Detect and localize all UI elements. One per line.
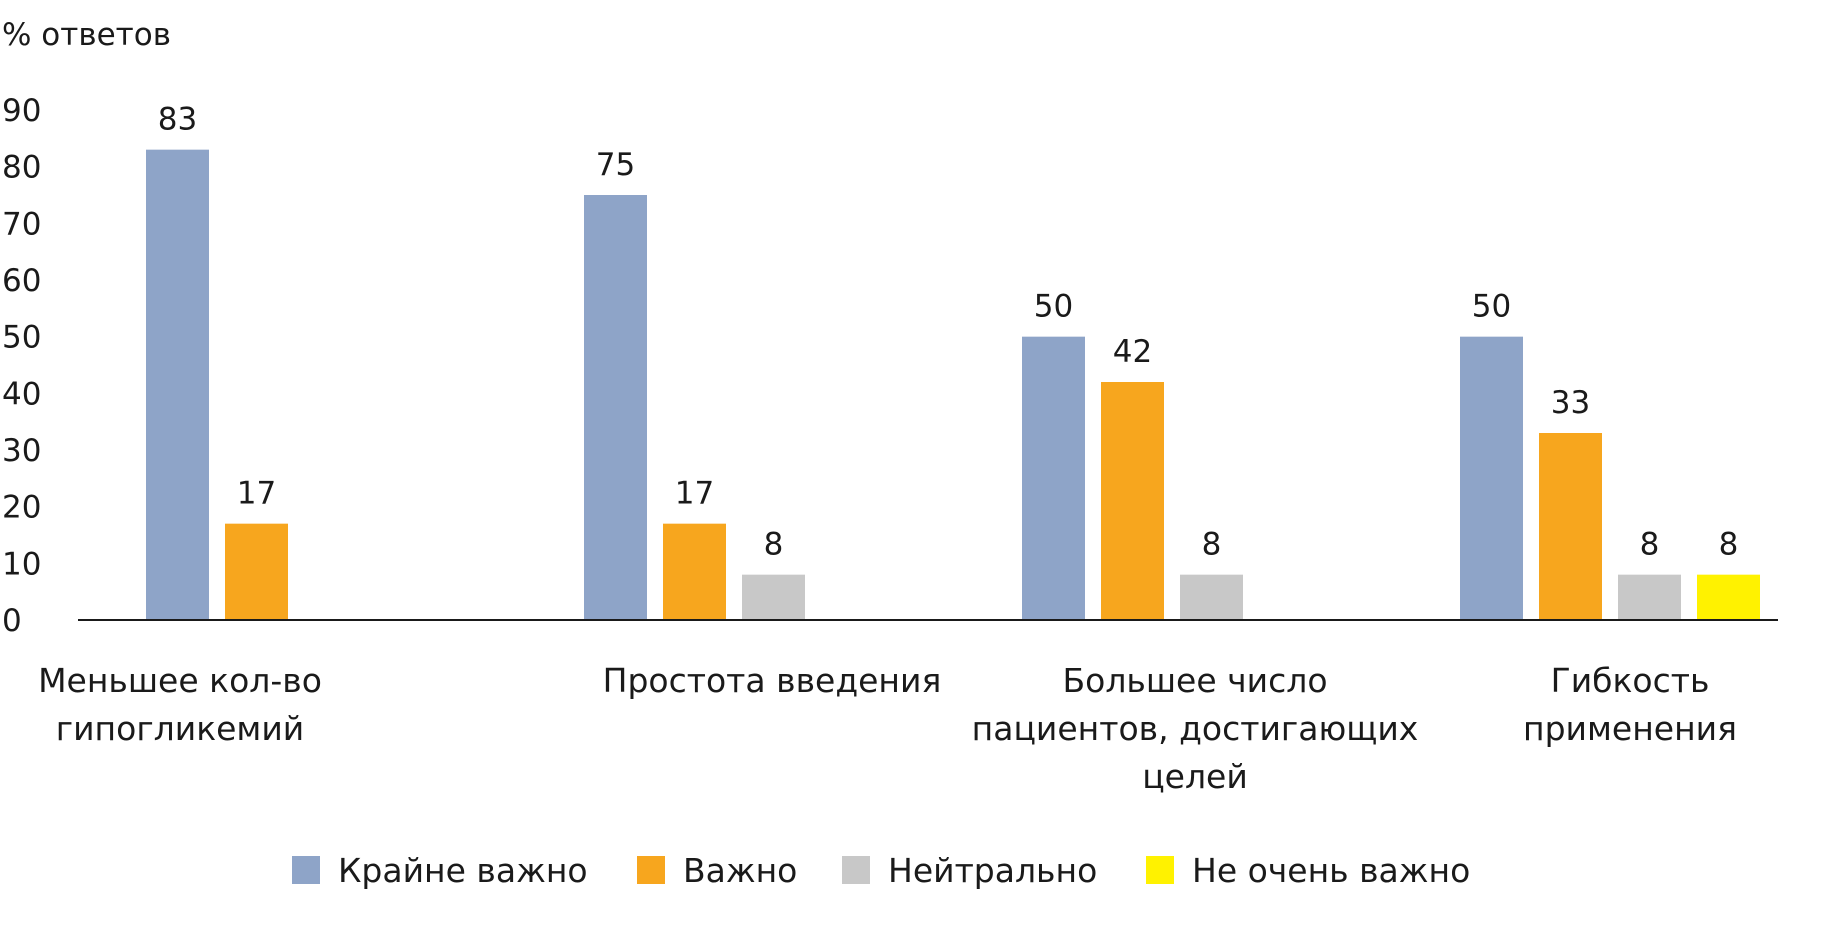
y-tick-label: 40: [2, 376, 41, 412]
legend-label: Важно: [683, 851, 797, 890]
data-label: 75: [596, 147, 635, 183]
category-label-line: гипогликемий: [56, 709, 304, 748]
y-tick-label: 0: [2, 603, 22, 639]
y-tick-label: 20: [2, 490, 41, 526]
data-label: 42: [1113, 334, 1152, 370]
data-label: 8: [1202, 527, 1222, 563]
data-label: 17: [237, 476, 276, 512]
bar: [1539, 433, 1602, 620]
data-label: 50: [1034, 289, 1073, 325]
y-tick-label: 80: [2, 150, 41, 186]
bar: [663, 523, 726, 620]
category-label-line: пациентов, достигающих: [972, 709, 1419, 748]
bar: [225, 523, 288, 620]
category-label-line: Простота введения: [603, 661, 942, 700]
bar: [1180, 574, 1243, 620]
category-label-line: Гибкость: [1551, 661, 1710, 700]
legend-swatch: [1146, 856, 1174, 884]
legend-swatch: [842, 856, 870, 884]
bar: [146, 149, 209, 620]
bar: [1460, 336, 1523, 620]
legend-label: Крайне важно: [338, 851, 588, 890]
bar: [1101, 382, 1164, 620]
y-tick-label: 70: [2, 206, 41, 242]
y-axis-ticks: 0 10 20 30 40 50 60 70 80 90: [2, 93, 41, 639]
legend-label: Не очень важно: [1192, 851, 1470, 890]
category-label: Простота введения: [603, 661, 942, 700]
y-tick-label: 60: [2, 263, 41, 299]
y-tick-label: 90: [2, 93, 41, 129]
category-labels: Меньшее кол-во гипогликемий Простота введе…: [38, 661, 1737, 796]
category-label-line: применения: [1523, 709, 1737, 748]
y-tick-label: 50: [2, 320, 41, 356]
y-tick-label: 30: [2, 433, 41, 469]
data-labels: 83 17 75 17 8 50 42 8 50 33 8 8: [158, 102, 1739, 563]
data-label: 8: [1640, 527, 1660, 563]
category-label-line: Меньшее кол-во: [38, 661, 322, 700]
category-label-line: Большее число: [1062, 661, 1327, 700]
data-label: 17: [675, 476, 714, 512]
bar: [1697, 574, 1760, 620]
data-label: 50: [1472, 289, 1511, 325]
legend-swatch: [637, 856, 665, 884]
bars: [146, 149, 1760, 620]
y-axis-unit-label: % ответов: [2, 17, 171, 53]
legend: Крайне важно Важно Нейтрально Не очень важн…: [292, 851, 1470, 890]
bar: [584, 195, 647, 620]
bar: [742, 574, 805, 620]
bar: [1618, 574, 1681, 620]
data-label: 8: [1719, 527, 1739, 563]
y-tick-label: 10: [2, 546, 41, 582]
category-label-line: целей: [1142, 757, 1248, 796]
category-label: Меньшее кол-во гипогликемий: [38, 661, 322, 748]
legend-swatch: [292, 856, 320, 884]
legend-label: Нейтрально: [888, 851, 1097, 890]
data-label: 8: [764, 527, 784, 563]
data-label: 33: [1551, 385, 1590, 421]
category-label: Гибкость применения: [1523, 661, 1737, 748]
category-label: Большее число пациентов, достигающих целей: [972, 661, 1419, 796]
bar: [1022, 336, 1085, 620]
data-label: 83: [158, 102, 197, 138]
